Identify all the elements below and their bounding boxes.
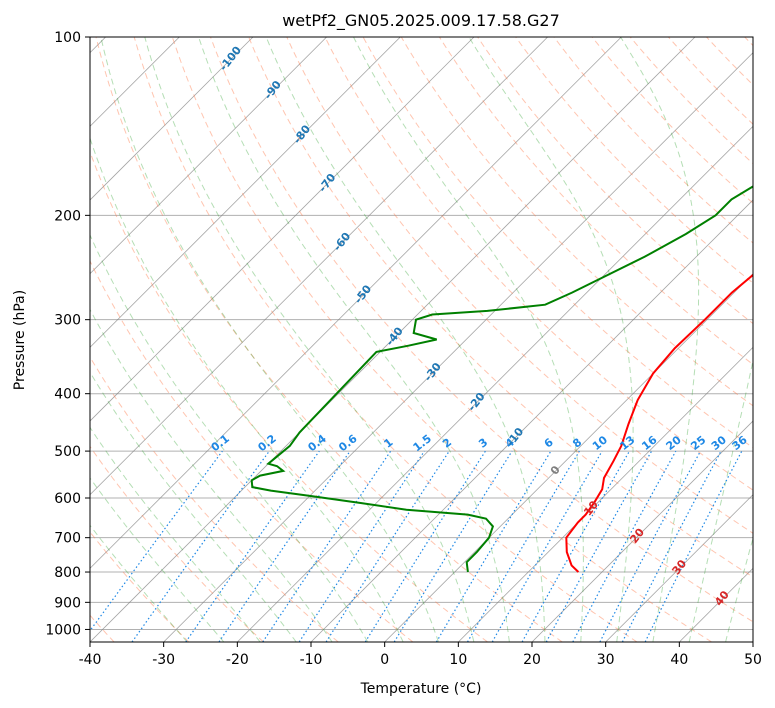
- isotherm-line: [605, 494, 753, 642]
- dry-adiabat-line: [286, 37, 753, 534]
- mixing-ratio-line: [545, 450, 653, 642]
- y-tick-label: 600: [54, 491, 81, 507]
- y-tick-label: 1000: [45, 622, 81, 638]
- dry-adiabat-line: [133, 37, 638, 642]
- y-tick-label: 800: [54, 565, 81, 581]
- x-tick-label: 40: [670, 652, 688, 668]
- dry-adiabat-line: [171, 37, 712, 642]
- x-axis-label: Temperature (°C): [360, 681, 482, 697]
- x-tick-label: -40: [79, 652, 102, 668]
- x-tick-label: -10: [300, 652, 323, 668]
- chart-title: wetPf2_GN05.2025.009.17.58.G27: [282, 11, 560, 31]
- isotherm-line: [90, 37, 622, 569]
- moist-adiabat-line: [353, 37, 584, 642]
- mixing-ratio-line: [262, 450, 392, 642]
- mixing-ratio-line: [218, 450, 351, 642]
- moist-adiabat-line: [90, 308, 333, 642]
- moist-adiabat-line: [620, 37, 700, 642]
- mixing-ratio-line: [298, 450, 425, 642]
- dry-adiabat-line: [90, 356, 339, 642]
- isotherm-line: [90, 37, 475, 422]
- x-tick-label: -20: [226, 652, 249, 668]
- mixing-ratio-line: [393, 450, 513, 642]
- moist-adiabat-line: [100, 37, 439, 642]
- y-axis-label: Pressure (hPa): [12, 290, 28, 390]
- x-tick-label: 30: [597, 652, 615, 668]
- isotherm-line: [458, 346, 753, 642]
- mixing-ratio-line: [572, 450, 677, 642]
- x-tick-label: 10: [449, 652, 467, 668]
- isotherm-line: [90, 37, 548, 496]
- dry-adiabat-line: [90, 259, 414, 642]
- y-tick-label: 100: [54, 30, 81, 46]
- mixing-ratio-line: [521, 450, 631, 642]
- moist-adiabat-line: [198, 37, 510, 642]
- moist-adiabat-line: [90, 136, 404, 642]
- isotherm-line: [163, 52, 753, 642]
- y-tick-label: 500: [54, 444, 81, 460]
- plot-frame: [89, 36, 754, 643]
- moist-adiabat-line: [90, 524, 188, 642]
- mixing-ratio-line: [644, 450, 743, 642]
- y-tick-label: 300: [54, 313, 81, 329]
- moist-adiabat-line: [265, 37, 546, 642]
- moist-adiabat-line: [144, 37, 475, 642]
- isotherm-line: [90, 37, 401, 348]
- isotherm-line: [90, 37, 327, 275]
- mixing-ratio-line: [185, 450, 320, 642]
- x-tick-label: -30: [152, 652, 175, 668]
- isotherm-line: [237, 125, 753, 642]
- dry-adiabat-line: [324, 37, 753, 491]
- mixing-ratio-line: [131, 450, 270, 642]
- dry-adiabat-line: [90, 445, 264, 642]
- axes: -40 -30 -20 -10 0 10 20 30 40 50 100 200 300 400 500 60…: [45, 30, 762, 668]
- profile-series: [250, 185, 753, 573]
- isotherm-line: [310, 199, 753, 642]
- dry-adiabat-line: [248, 37, 753, 578]
- isotherm-line: [90, 37, 696, 642]
- mixing-ratio-line: [90, 450, 223, 632]
- y-tick-label: 900: [54, 595, 81, 611]
- moist-adiabat-line: [688, 358, 753, 642]
- isotherm-line: [90, 37, 254, 201]
- mixing-ratio-line: [325, 450, 450, 642]
- y-tick-label: 700: [54, 531, 81, 547]
- moist-adiabat-line: [90, 477, 225, 642]
- dewpoint-line: [250, 185, 753, 573]
- y-tick-label: 400: [54, 387, 81, 403]
- mixing-ratio-lines: [90, 450, 743, 642]
- dry-adiabat-line: [95, 37, 563, 642]
- x-tick-label: 0: [380, 652, 389, 668]
- moist-adiabat-line: [90, 426, 261, 642]
- x-tick-label: 50: [744, 652, 762, 668]
- y-tick-label: 200: [54, 208, 81, 224]
- isotherm-line: [531, 420, 753, 642]
- dry-adiabat-line: [515, 37, 753, 284]
- x-tick-label: 20: [523, 652, 541, 668]
- dry-adiabats: [90, 37, 753, 642]
- moist-adiabat-line: [725, 536, 753, 642]
- temperature-line: [565, 273, 753, 573]
- moist-adiabat-line: [90, 371, 297, 642]
- pressure-gridlines: [90, 37, 753, 630]
- dry-adiabat-line: [210, 37, 753, 623]
